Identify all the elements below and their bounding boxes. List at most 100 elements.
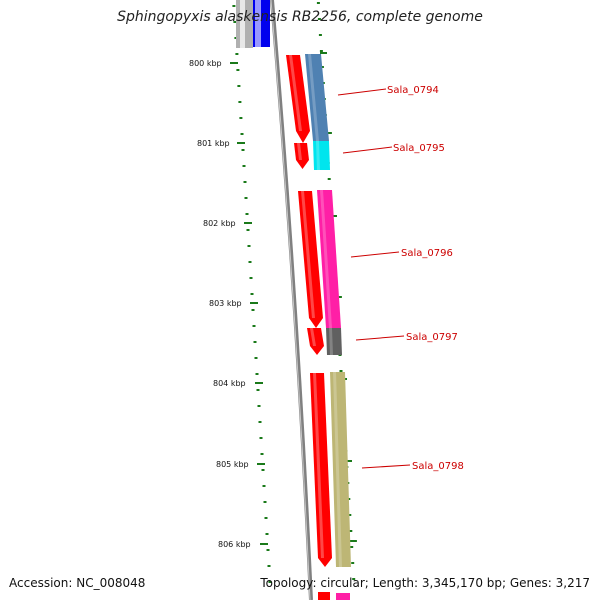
ruler-major-tick: [260, 543, 268, 545]
ruler-major-tick: [255, 382, 263, 384]
backbone-layer: [270, 0, 313, 600]
orf-arrow-highlight: [310, 328, 316, 346]
ruler-minor-tick-right: [339, 370, 343, 372]
ruler-minor-tick: [234, 37, 238, 39]
ruler-minor-tick: [262, 485, 266, 487]
ruler-label: 803 kbp: [209, 299, 242, 308]
orf-arrow-highlight: [301, 191, 315, 318]
gene-block: [305, 54, 329, 141]
ruler-label: 800 kbp: [189, 59, 222, 68]
gene-block: [313, 141, 330, 170]
genes-layer: [305, 54, 351, 600]
gene-label[interactable]: Sala_0796: [401, 248, 453, 259]
ruler-minor-tick: [260, 453, 264, 455]
orf-arrow: [310, 373, 332, 567]
ruler-major-tick: [237, 142, 245, 144]
orf-arrow-highlight: [289, 55, 302, 131]
gene-label-leader: [337, 88, 387, 96]
ruler-minor-tick-right: [318, 34, 322, 36]
gene-block: [326, 328, 342, 355]
orf-arrow: [286, 55, 310, 143]
ruler-minor-tick: [258, 421, 262, 423]
ruler-minor-tick: [245, 213, 249, 215]
genome-backbone-highlight: [270, 0, 311, 600]
gene-label-leader: [350, 251, 400, 258]
ruler-minor-tick: [257, 405, 261, 407]
gene-block: [330, 372, 351, 567]
ruler-label: 801 kbp: [197, 139, 230, 148]
ruler-major-tick-right: [349, 540, 357, 542]
ruler-minor-tick: [246, 229, 250, 231]
genome-summary-text: Topology: circular; Length: 3,345,170 bp…: [260, 576, 590, 590]
ruler-minor-tick: [240, 133, 244, 135]
orf-arrow: [307, 328, 324, 355]
ruler-minor-tick: [248, 261, 252, 263]
gene-label[interactable]: Sala_0797: [406, 332, 458, 343]
ruler-label: 806 kbp: [218, 540, 251, 549]
orf-arrow-highlight: [313, 373, 324, 558]
ruler-minor-tick-right: [317, 18, 321, 20]
ruler-major-tick: [230, 62, 238, 64]
ruler-label: 802 kbp: [203, 219, 236, 228]
ruler-minor-tick-right: [350, 546, 354, 548]
accession-text: Accession: NC_008048: [9, 576, 146, 590]
ruler-minor-tick: [253, 341, 257, 343]
ruler-minor-tick-right: [327, 178, 331, 180]
ruler-minor-tick: [266, 549, 270, 551]
ruler-minor-tick-right: [349, 530, 353, 532]
gene-block: [317, 190, 341, 328]
ruler-minor-tick: [233, 21, 237, 23]
gene-label[interactable]: Sala_0795: [393, 143, 445, 154]
ruler-minor-tick: [232, 5, 236, 7]
orf-arrow-partial-bottom: [318, 592, 330, 600]
gene-label[interactable]: Sala_0798: [412, 461, 464, 472]
ruler-minor-tick: [243, 181, 247, 183]
genome-title: Sphingopyxis alaskensis RB2256, complete…: [117, 9, 483, 25]
ruler-major-tick: [257, 463, 265, 465]
gene-block-highlight: [320, 190, 332, 328]
ruler-minor-tick-right: [319, 50, 323, 52]
gene-block-partial-bottom: [336, 593, 350, 600]
ruler-minor-tick-right: [348, 514, 352, 516]
ruler-minor-tick: [250, 293, 254, 295]
ruler-minor-tick: [237, 85, 241, 87]
gene-block-highlight: [308, 54, 319, 141]
gene-label-leader: [361, 464, 411, 469]
ruler-major-tick-right: [345, 460, 352, 462]
gene-block-highlight: [333, 372, 342, 567]
orf-arrow: [298, 191, 323, 328]
ruler-minor-tick: [259, 437, 263, 439]
ruler-label: 805 kbp: [216, 460, 249, 469]
gene-label-leader: [355, 335, 405, 341]
orf-arrow-highlight: [297, 143, 302, 160]
ruler-minor-tick: [247, 245, 251, 247]
ruler-minor-tick: [235, 53, 239, 55]
gene-block-highlight: [316, 141, 320, 170]
ruler-major-tick: [244, 222, 252, 224]
ruler-major-tick-right: [320, 52, 327, 54]
ruler-minor-tick: [265, 533, 269, 535]
gene-label-layer: Sala_0794 Sala_0795 Sala_0796 Sala_0797 Sala…: [337, 85, 464, 472]
ruler-minor-tick-right: [351, 562, 355, 564]
ruler-minor-tick: [264, 517, 268, 519]
ruler-minor-tick: [249, 277, 253, 279]
genome-backbone: [270, 0, 313, 600]
ruler-minor-tick: [241, 149, 245, 151]
ruler-minor-tick-right: [316, 2, 320, 4]
ruler-minor-tick: [267, 565, 271, 567]
ruler-minor-tick: [239, 117, 243, 119]
ruler-major-tick: [250, 302, 258, 304]
gene-block-highlight: [329, 328, 333, 355]
top-genes-layer: [236, 0, 270, 48]
ruler-minor-tick: [256, 389, 260, 391]
gene-label[interactable]: Sala_0794: [387, 85, 439, 96]
orf-arrow: [294, 143, 309, 169]
ruler-major-tick-right: [324, 132, 332, 134]
ruler-label: 804 kbp: [213, 379, 246, 388]
ruler-minor-tick: [238, 101, 242, 103]
ruler-minor-tick: [263, 501, 267, 503]
ruler-minor-tick: [268, 581, 272, 583]
gene-label-leader: [342, 146, 393, 154]
orf-layer: [286, 55, 332, 600]
